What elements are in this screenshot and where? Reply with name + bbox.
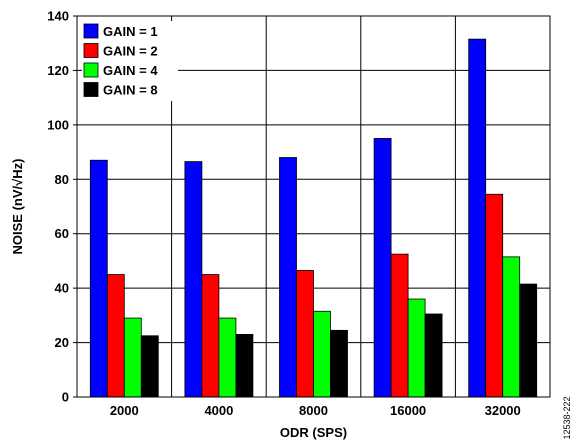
y-axis-title: NOISE (nV/√Hz) [10, 159, 25, 255]
bar-gain-1-2000 [89, 159, 108, 398]
legend-label: GAIN = 1 [103, 24, 158, 39]
bar-gain-8-2000 [140, 335, 159, 398]
x-tick-label: 8000 [299, 403, 328, 418]
legend-swatch [83, 23, 99, 39]
legend-swatch [83, 43, 99, 58]
legend-label: GAIN = 8 [103, 83, 158, 98]
bar-gain-4-8000 [313, 310, 331, 398]
x-tick-label: 16000 [390, 403, 426, 418]
legend: GAIN = 1 GAIN = 2 GAIN = 4 GAIN = 8 [82, 21, 178, 101]
bar-gain-4-4000 [218, 317, 237, 398]
x-tick-label: 32000 [485, 403, 521, 418]
bar-gain-1-32000 [468, 38, 487, 398]
x-axis-title: ODR (SPS) [280, 425, 347, 440]
x-tick-label: 4000 [204, 403, 233, 418]
plot-area-frame [76, 15, 551, 398]
bar-gain-2-4000 [201, 274, 220, 398]
y-tick-label: 20 [55, 335, 69, 350]
bars [89, 38, 538, 398]
bar-gain-2-8000 [296, 270, 314, 398]
bar-gain-8-8000 [330, 329, 348, 398]
bar-gain-2-16000 [390, 253, 409, 398]
bar-gain-2-32000 [485, 193, 504, 398]
bar-gain-8-16000 [424, 313, 443, 398]
y-tick-label: 40 [55, 281, 69, 296]
figure-id: 12538-222 [562, 396, 572, 439]
legend-swatch [83, 62, 99, 78]
bar-gain-1-4000 [184, 161, 203, 398]
y-tick-label: 60 [55, 226, 69, 241]
y-tick-label: 80 [55, 172, 69, 187]
bar-gain-8-4000 [235, 334, 254, 398]
bar-gain-4-2000 [123, 317, 142, 398]
x-tick-label: 2000 [110, 403, 139, 418]
legend-swatch [83, 82, 99, 97]
y-tick-label: 0 [62, 390, 69, 405]
bar-gain-4-16000 [407, 298, 426, 398]
y-axis-ticks: 0 20 40 60 80 100 120 140 [47, 9, 77, 405]
legend-label: GAIN = 2 [103, 44, 158, 59]
bar-gain-2-2000 [106, 274, 125, 398]
y-tick-label: 120 [47, 63, 69, 78]
bar-gain-8-32000 [519, 283, 538, 398]
y-tick-label: 140 [47, 9, 69, 24]
y-tick-label: 100 [47, 117, 69, 132]
bar-gain-4-32000 [502, 256, 521, 398]
bar-gain-1-8000 [279, 157, 297, 398]
legend-label: GAIN = 4 [103, 63, 158, 78]
x-axis-ticks: 2000 4000 8000 16000 32000 [110, 403, 521, 418]
bar-gain-1-16000 [373, 138, 392, 398]
